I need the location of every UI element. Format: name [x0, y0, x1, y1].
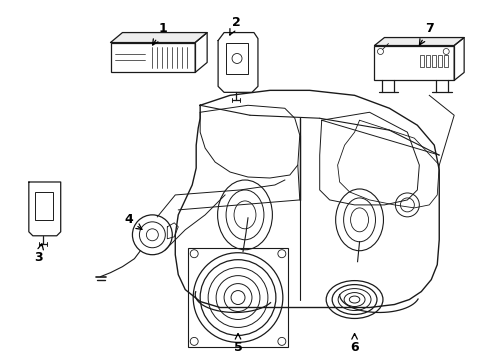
Polygon shape [453, 37, 463, 80]
Bar [110, 42, 195, 72]
Bar [374, 45, 453, 80]
Text: 2: 2 [229, 16, 240, 35]
Bar [431, 55, 435, 67]
Polygon shape [110, 42, 195, 72]
Polygon shape [195, 32, 207, 72]
Text: 1: 1 [152, 22, 167, 45]
Bar [188, 248, 287, 347]
Bar [426, 55, 429, 67]
Polygon shape [29, 182, 61, 236]
Polygon shape [175, 90, 438, 307]
Text: 5: 5 [233, 334, 242, 354]
Bar [437, 55, 441, 67]
Polygon shape [110, 32, 207, 42]
Polygon shape [218, 32, 258, 92]
Bar [35, 192, 53, 220]
Text: 4: 4 [124, 213, 142, 229]
Bar [443, 55, 447, 67]
Text: 7: 7 [419, 22, 433, 45]
Text: 6: 6 [349, 334, 358, 354]
Polygon shape [374, 45, 453, 80]
Bar [225, 42, 247, 75]
Text: 3: 3 [35, 244, 43, 264]
Bar [420, 55, 424, 67]
Polygon shape [374, 37, 463, 45]
